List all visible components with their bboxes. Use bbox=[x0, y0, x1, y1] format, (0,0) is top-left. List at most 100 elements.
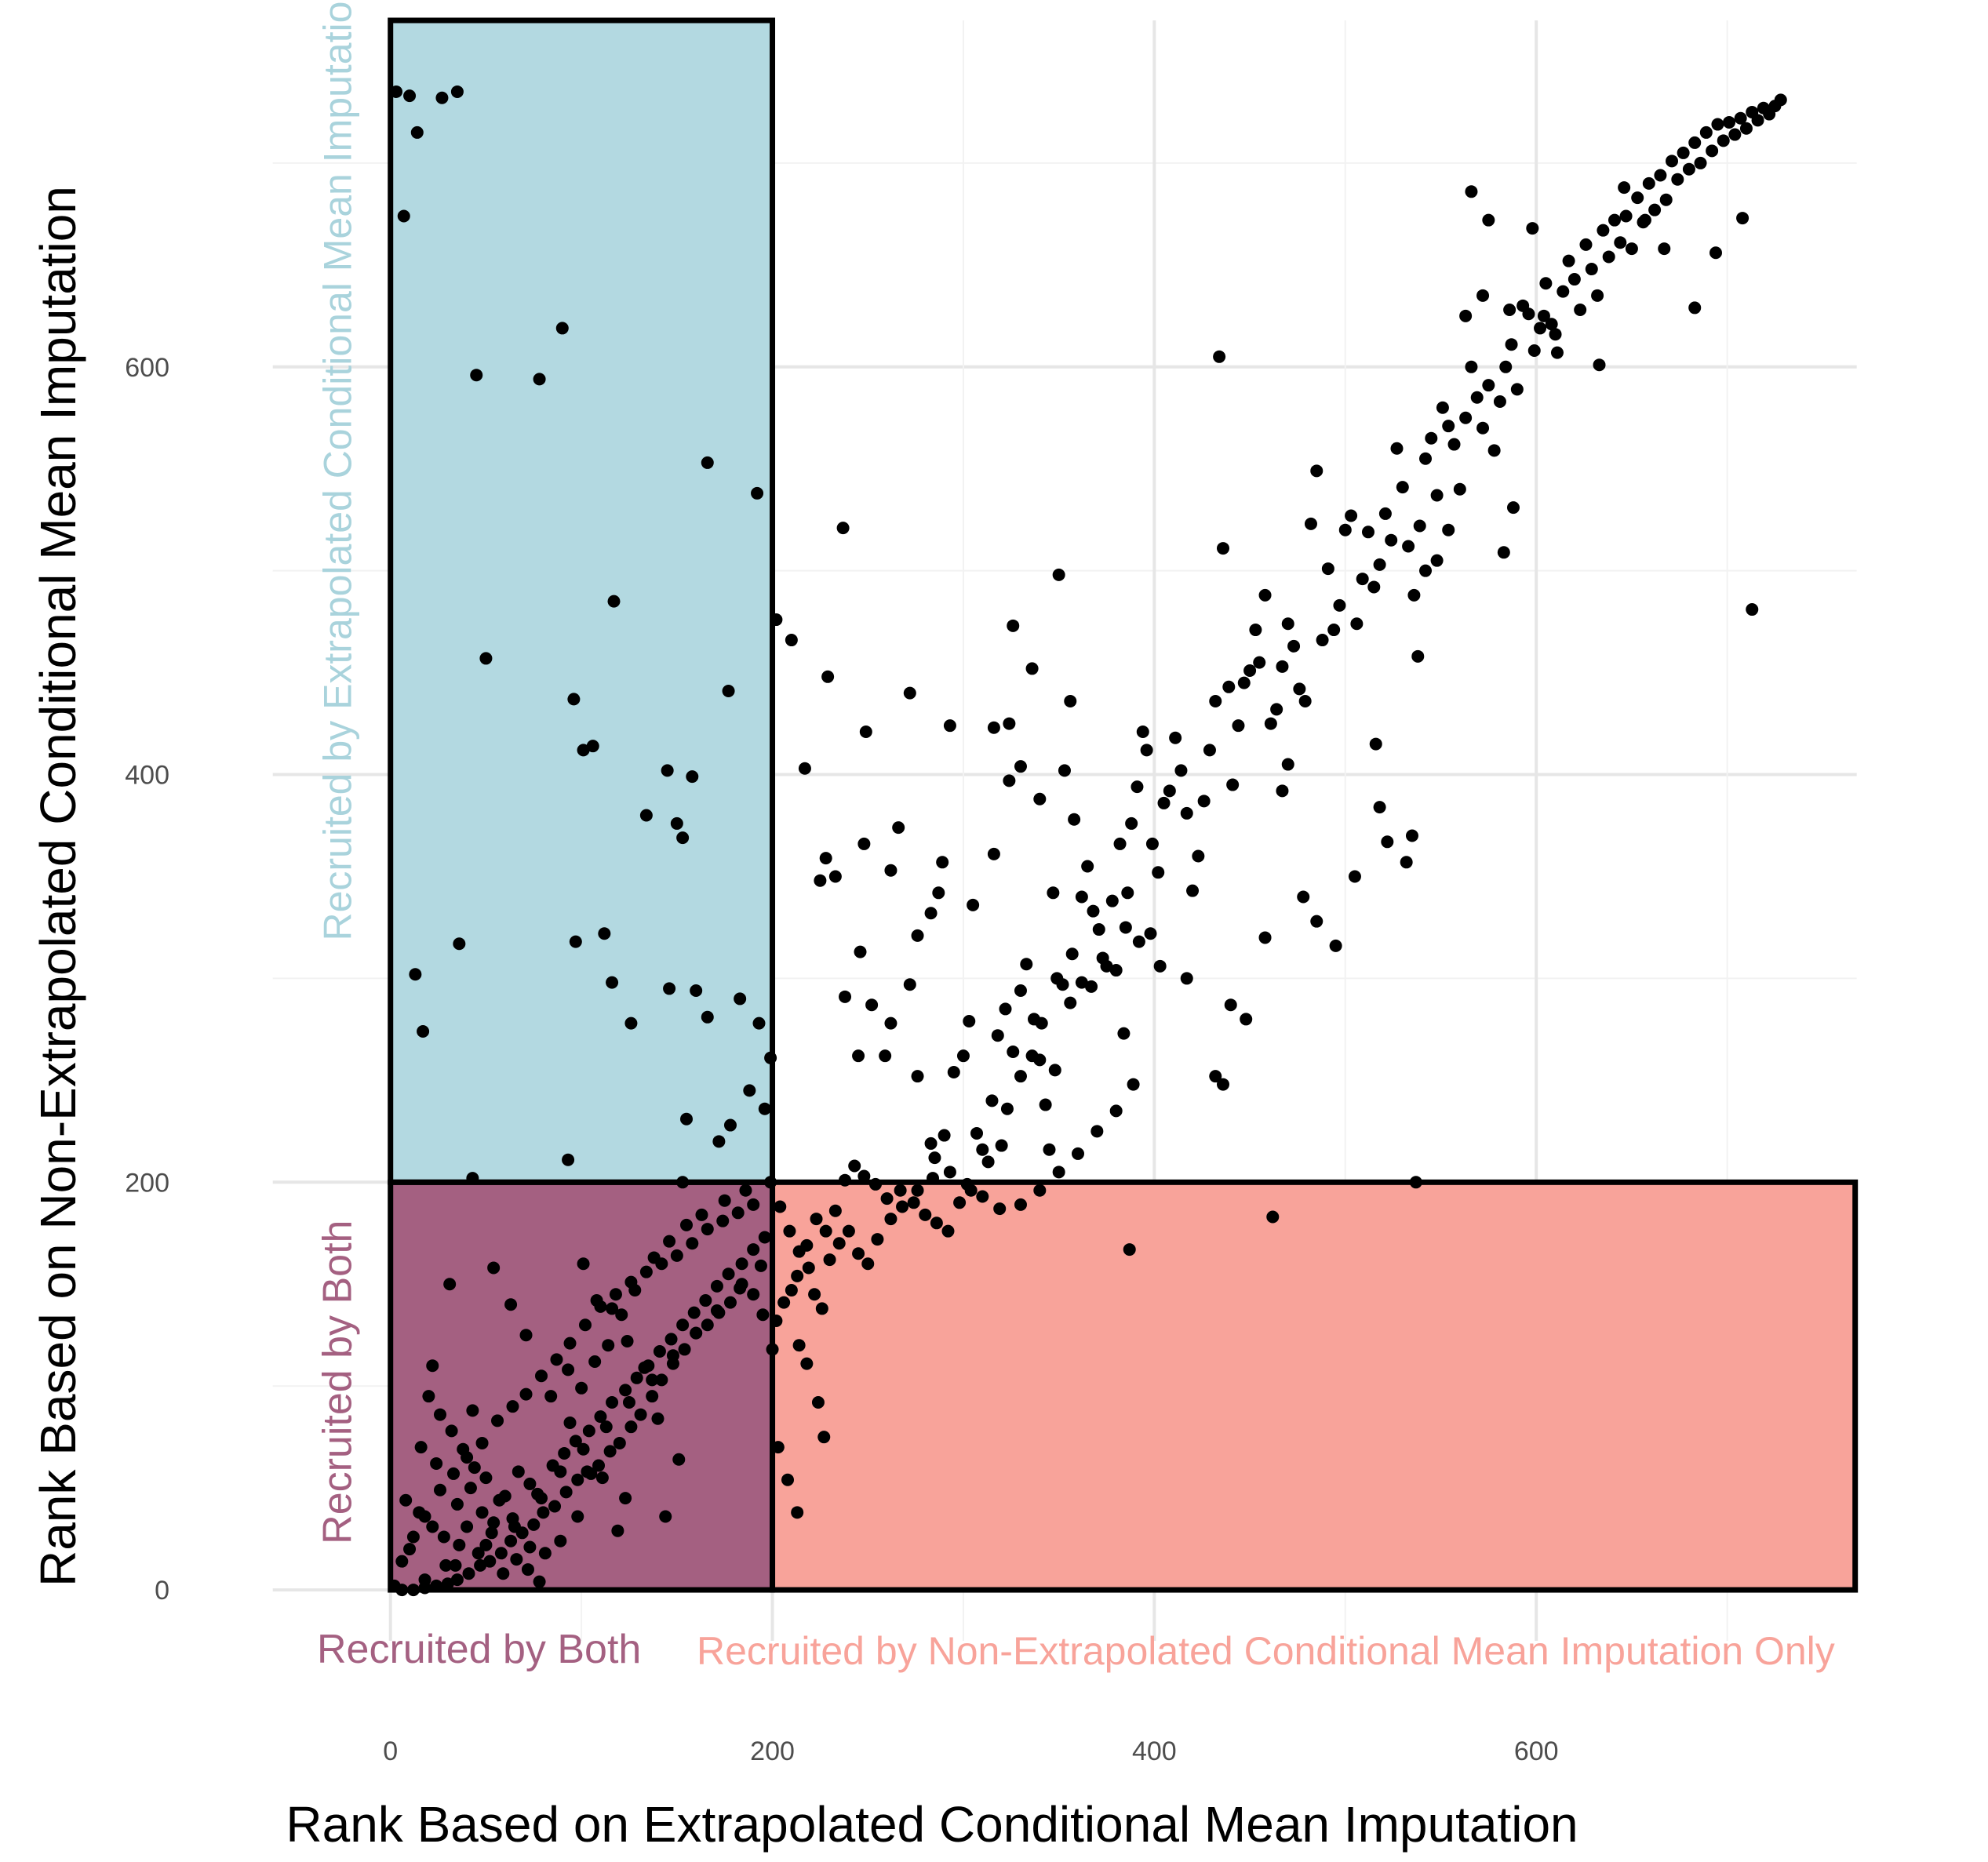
data-point bbox=[538, 1547, 552, 1560]
data-point bbox=[947, 1065, 960, 1078]
data-point bbox=[1526, 222, 1539, 235]
data-point bbox=[663, 1235, 676, 1248]
data-point bbox=[1648, 203, 1662, 216]
data-point bbox=[1174, 764, 1188, 777]
data-point bbox=[426, 1359, 439, 1373]
data-point bbox=[1425, 431, 1438, 445]
data-point bbox=[435, 91, 449, 104]
data-point bbox=[1413, 519, 1426, 533]
data-point bbox=[577, 1442, 590, 1456]
data-point bbox=[562, 1363, 575, 1376]
data-point bbox=[1369, 737, 1382, 751]
data-point bbox=[687, 1306, 701, 1319]
data-point bbox=[1579, 238, 1593, 251]
data-point bbox=[792, 1339, 806, 1352]
data-point bbox=[1209, 1070, 1222, 1083]
data-point bbox=[475, 1436, 489, 1449]
data-point bbox=[911, 1184, 924, 1197]
data-point bbox=[1482, 213, 1495, 227]
data-point bbox=[1050, 972, 1064, 985]
data-point bbox=[924, 907, 938, 920]
data-point bbox=[1345, 509, 1358, 522]
data-point bbox=[559, 1486, 573, 1499]
data-point bbox=[555, 322, 569, 335]
data-point bbox=[1736, 212, 1750, 225]
data-point bbox=[494, 1547, 508, 1560]
data-point bbox=[1253, 656, 1266, 669]
data-point bbox=[1361, 526, 1374, 539]
data-point bbox=[791, 1506, 804, 1519]
data-point bbox=[911, 1070, 924, 1083]
data-point bbox=[976, 1190, 989, 1203]
data-point bbox=[1499, 360, 1513, 373]
data-point bbox=[437, 1530, 450, 1544]
data-point bbox=[445, 1424, 458, 1438]
data-point bbox=[653, 1345, 666, 1358]
data-point bbox=[395, 1555, 409, 1568]
data-point bbox=[1240, 1013, 1253, 1026]
data-point bbox=[450, 1573, 464, 1587]
data-point bbox=[1125, 816, 1138, 830]
data-point bbox=[1119, 921, 1132, 934]
data-point bbox=[819, 852, 832, 865]
data-point bbox=[1503, 304, 1516, 317]
data-point bbox=[928, 1151, 941, 1165]
data-point bbox=[1075, 976, 1088, 989]
data-point bbox=[716, 1214, 730, 1227]
data-point bbox=[1090, 1125, 1104, 1138]
data-point bbox=[1000, 1102, 1014, 1115]
data-point bbox=[854, 945, 867, 958]
y-tick-label: 200 bbox=[125, 1168, 169, 1198]
data-point bbox=[1751, 114, 1764, 127]
data-point bbox=[485, 1526, 498, 1540]
data-point bbox=[884, 1016, 898, 1030]
data-point bbox=[639, 809, 653, 822]
data-point bbox=[578, 1318, 592, 1332]
data-point bbox=[563, 1336, 577, 1350]
data-point bbox=[676, 1318, 690, 1332]
data-point bbox=[1096, 951, 1109, 965]
data-point bbox=[747, 1198, 760, 1211]
data-point bbox=[461, 1520, 474, 1533]
data-point bbox=[472, 1547, 485, 1560]
data-point bbox=[1497, 546, 1510, 559]
data-point bbox=[1378, 507, 1392, 520]
data-point bbox=[861, 1257, 875, 1271]
data-point bbox=[599, 1420, 613, 1434]
data-point bbox=[590, 1294, 603, 1307]
data-point bbox=[680, 1112, 693, 1126]
data-point bbox=[487, 1261, 501, 1275]
data-point bbox=[571, 1510, 584, 1523]
data-point bbox=[550, 1353, 563, 1366]
data-point bbox=[1276, 660, 1289, 673]
data-point bbox=[546, 1459, 559, 1472]
data-point bbox=[611, 1524, 624, 1537]
data-point bbox=[680, 1218, 693, 1231]
data-point bbox=[466, 1404, 479, 1417]
data-point bbox=[628, 1284, 642, 1297]
data-point bbox=[533, 1575, 546, 1588]
data-point bbox=[670, 1249, 683, 1262]
data-point bbox=[1549, 328, 1562, 341]
data-point bbox=[1739, 122, 1753, 135]
data-point bbox=[800, 1357, 814, 1370]
data-point bbox=[1381, 835, 1394, 849]
data-point bbox=[774, 1200, 787, 1213]
data-point bbox=[1064, 694, 1077, 707]
data-point bbox=[606, 1302, 619, 1315]
data-point bbox=[554, 1534, 567, 1547]
data-point bbox=[453, 937, 466, 951]
data-point bbox=[785, 1284, 798, 1297]
data-point bbox=[646, 1390, 659, 1403]
data-point bbox=[722, 1267, 735, 1281]
data-point bbox=[1276, 784, 1289, 798]
data-point bbox=[999, 1002, 1012, 1016]
data-point bbox=[1014, 760, 1027, 773]
data-point bbox=[828, 1204, 842, 1217]
data-point bbox=[1014, 1198, 1027, 1211]
data-point bbox=[523, 1477, 537, 1490]
data-point bbox=[1039, 1098, 1052, 1111]
data-point bbox=[1567, 273, 1581, 286]
data-point bbox=[1709, 246, 1723, 260]
data-point bbox=[584, 1467, 598, 1480]
